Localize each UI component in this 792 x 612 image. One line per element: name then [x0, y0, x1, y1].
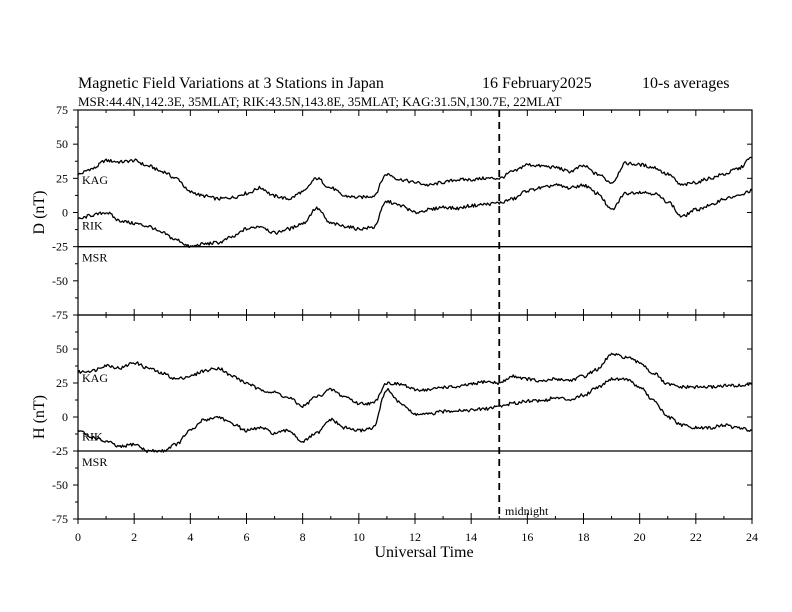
y-tick-label-H-2: 0: [62, 410, 68, 424]
x-tick-label-5: 10: [353, 530, 365, 544]
series-label-H-KAG: KAG: [82, 371, 108, 385]
x-tick-label-11: 22: [690, 530, 702, 544]
y-tick-label-D-2: 25: [56, 171, 68, 185]
chart-date: 16 February2025: [482, 75, 592, 92]
panel-frame-H: [77, 314, 753, 520]
y-tick-label-H-0: 50: [56, 342, 68, 356]
x-tick-label-7: 14: [465, 530, 477, 544]
series-line-H-KAG: [77, 352, 753, 409]
x-tick-label-8: 16: [521, 530, 533, 544]
x-tick-label-4: 8: [300, 530, 306, 544]
chart-title: Magnetic Field Variations at 3 Stations …: [78, 75, 384, 92]
x-axis-label: Universal Time: [374, 544, 473, 561]
y-tick-label-D-5: -50: [52, 274, 68, 288]
series-label-H-MSR: MSR: [82, 455, 107, 469]
series-label-D-MSR: MSR: [82, 251, 107, 265]
station-coordinates: MSR:44.4N,142.3E, 35MLAT; RIK:43.5N,143.…: [78, 94, 562, 109]
y-tick-label-H-4: -50: [52, 478, 68, 492]
chart-averaging: 10-s averages: [642, 75, 730, 92]
series-line-H-RIK: [77, 377, 753, 454]
x-tick-label-12: 24: [746, 530, 758, 544]
y-tick-label-D-3: 0: [62, 206, 68, 220]
series-line-D-RIK: [77, 183, 753, 249]
x-tick-label-3: 6: [244, 530, 250, 544]
x-tick-label-6: 12: [409, 530, 421, 544]
y-axis-label-D: D (nT): [31, 191, 48, 235]
y-tick-label-H-5: -75: [52, 512, 68, 526]
x-tick-label-0: 0: [75, 530, 81, 544]
x-tick-label-9: 18: [578, 530, 590, 544]
series-label-D-KAG: KAG: [82, 173, 108, 187]
y-axis-label-H: H (nT): [31, 395, 48, 439]
y-tick-label-H-3: -25: [52, 444, 68, 458]
y-tick-label-H-1: 25: [56, 376, 68, 390]
y-tick-label-D-1: 50: [56, 137, 68, 151]
chart-panels: 75 50 25 0 -25 -50 -75 D (nT) KAG RIK MSR 50 25 0 -25 -…: [31, 103, 758, 544]
y-tick-label-D-6: -75: [52, 308, 68, 322]
x-tick-label-1: 2: [131, 530, 137, 544]
series-label-D-RIK: RIK: [82, 218, 103, 232]
y-tick-label-D-0: 75: [56, 103, 68, 117]
series-line-D-KAG: [77, 156, 753, 201]
y-tick-label-D-4: -25: [52, 240, 68, 254]
x-tick-label-2: 4: [187, 530, 193, 544]
x-tick-label-10: 20: [634, 530, 646, 544]
midnight-label: midnight: [505, 504, 549, 518]
series-label-H-RIK: RIK: [82, 430, 103, 444]
